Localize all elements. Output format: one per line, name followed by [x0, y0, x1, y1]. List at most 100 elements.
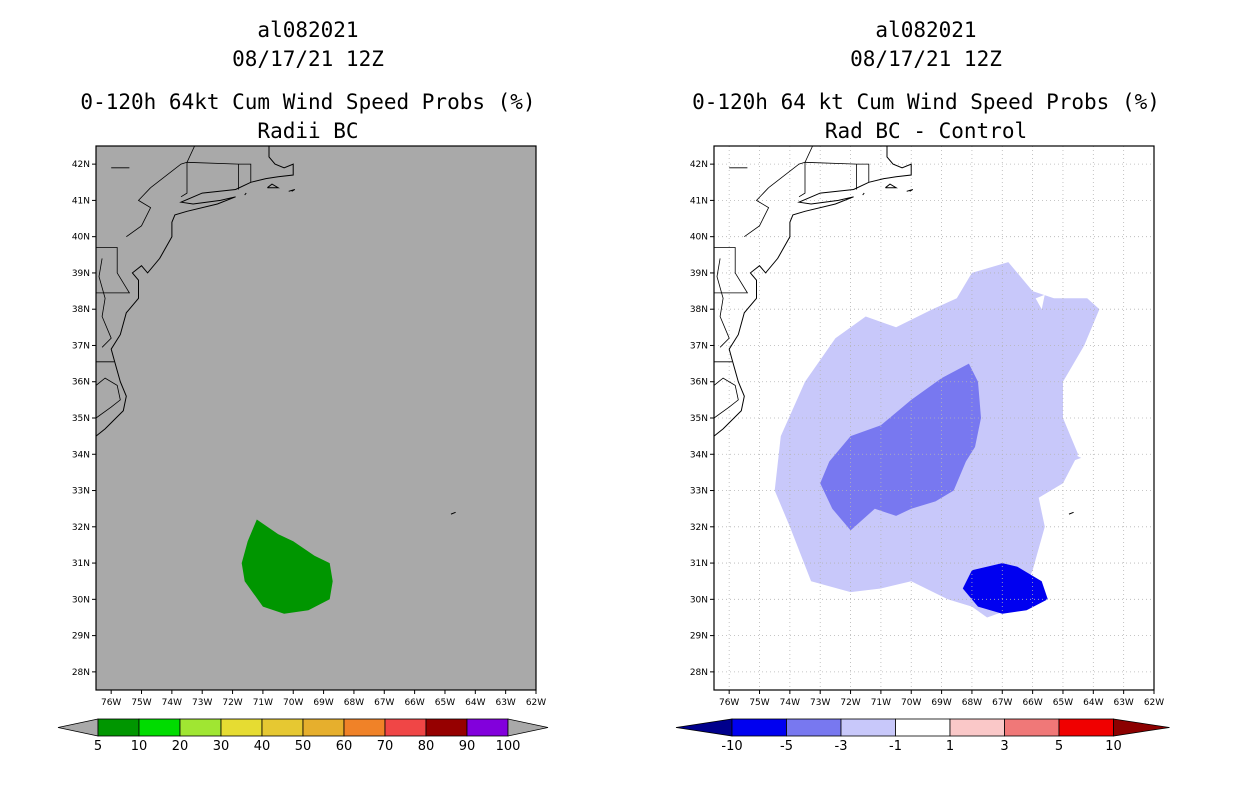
- left-x-tick-label: 72W: [222, 698, 242, 708]
- left-colorbar-swatch: [220, 718, 263, 737]
- right-colorbar-swatch: [1004, 718, 1060, 737]
- left-x-tick-label: 76W: [101, 698, 121, 708]
- left-coastline: [96, 146, 294, 437]
- left-colorbar-swatch: [97, 718, 140, 737]
- left-y-tick-label: 39N: [72, 269, 90, 279]
- right-colorbar-swatch: [786, 718, 842, 737]
- left-colorbar-swatch: [343, 718, 386, 737]
- left-y-tick-label: 37N: [72, 341, 90, 351]
- right-title-line-2: 08/17/21 12Z: [850, 47, 1002, 71]
- right-colorbar-label: -3: [835, 739, 848, 754]
- left-colorbar-label: 40: [254, 739, 271, 754]
- left-x-tick-label: 74W: [162, 698, 182, 708]
- right-colorbar-label: 1: [946, 739, 954, 754]
- right-contour-2: [820, 363, 981, 531]
- left-contour-1: [241, 519, 333, 614]
- right-state-border: [744, 187, 770, 238]
- left-state-border: [180, 146, 195, 198]
- right-state-border: [798, 146, 813, 198]
- right-x-tick-label: 66W: [1022, 698, 1042, 708]
- right-island: [862, 192, 865, 196]
- right-colorbar-swatch: [840, 718, 896, 737]
- right-colorbar-swatch: [1058, 718, 1114, 737]
- right-subtitle-line-1: 0-120h 64 kt Cum Wind Speed Probs (%): [692, 90, 1160, 114]
- right-y-tick-label: 41N: [690, 196, 708, 206]
- right-island: [885, 183, 898, 189]
- left-x-tick-label: 68W: [344, 698, 364, 708]
- right-y-tick-label: 38N: [690, 305, 708, 315]
- right-x-tick-label: 70W: [901, 698, 921, 708]
- right-coastline: [714, 146, 912, 437]
- right-colorbar-swatch: [895, 718, 951, 737]
- left-y-tick-label: 42N: [72, 160, 90, 170]
- left-x-tick-label: 71W: [253, 698, 273, 708]
- left-chesapeake: [98, 258, 112, 348]
- left-y-tick-label: 28N: [72, 668, 90, 678]
- left-colorbar-label: 30: [213, 739, 230, 754]
- left-subtitle-line-1: 0-120h 64kt Cum Wind Speed Probs (%): [80, 90, 536, 114]
- left-colorbar-swatch: [466, 718, 509, 737]
- left-y-tick-label: 30N: [72, 595, 90, 605]
- right-title-line-1: al082021: [875, 18, 977, 42]
- right-y-tick-label: 34N: [690, 450, 708, 460]
- left-y-tick-label: 38N: [72, 305, 90, 315]
- right-x-tick-label: 68W: [962, 698, 982, 708]
- right-colorbar-swatch: [731, 718, 787, 737]
- left-y-tick-label: 33N: [72, 487, 90, 497]
- left-title-line-2: 08/17/21 12Z: [232, 47, 384, 71]
- right-y-tick-label: 36N: [690, 378, 708, 388]
- right-x-tick-label: 65W: [1053, 698, 1073, 708]
- left-state-border: [126, 187, 152, 238]
- right-colorbar-label: -10: [721, 739, 742, 754]
- left-y-tick-label: 41N: [72, 196, 90, 206]
- left-island: [267, 183, 280, 189]
- left-state-border: [238, 163, 252, 183]
- left-colorbar-end-left: [57, 718, 99, 737]
- right-x-tick-label: 64W: [1083, 698, 1103, 708]
- right-y-tick-label: 30N: [690, 595, 708, 605]
- right-y-tick-label: 37N: [690, 341, 708, 351]
- left-colorbar-label: 70: [377, 739, 394, 754]
- left-x-tick-label: 75W: [131, 698, 151, 708]
- right-state-border: [856, 163, 870, 183]
- left-colorbar-label: 90: [459, 739, 476, 754]
- right-y-tick-label: 31N: [690, 559, 708, 569]
- right-contour-blob: [1053, 450, 1082, 464]
- left-colorbar-label: 80: [418, 739, 435, 754]
- right-subtitle: 0-120h 64 kt Cum Wind Speed Probs (%) Ra…: [676, 88, 1176, 146]
- left-colorbar-swatch: [384, 718, 427, 737]
- left-colorbar-swatch: [179, 718, 222, 737]
- left-y-tick-label: 36N: [72, 378, 90, 388]
- right-colorbar-end-right: [1113, 718, 1170, 737]
- right-colorbar-swatch: [949, 718, 1005, 737]
- left-x-tick-label: 70W: [283, 698, 303, 708]
- right-island: [906, 189, 914, 192]
- right-colorbar-end-left: [675, 718, 733, 737]
- left-x-tick-label: 73W: [192, 698, 212, 708]
- left-subtitle: 0-120h 64kt Cum Wind Speed Probs (%) Rad…: [58, 88, 558, 146]
- left-x-tick-label: 67W: [374, 698, 394, 708]
- right-colorbar-label: 5: [1055, 739, 1063, 754]
- right-colorbar-label: -5: [780, 739, 793, 754]
- left-island: [450, 511, 456, 515]
- left-state-border: [96, 247, 131, 294]
- left-x-tick-label: 65W: [435, 698, 455, 708]
- left-colorbar-swatch: [261, 718, 304, 737]
- right-y-tick-label: 28N: [690, 668, 708, 678]
- left-colorbar-label: 60: [336, 739, 353, 754]
- left-colorbar-label: 5: [94, 739, 102, 754]
- left-y-tick-label: 34N: [72, 450, 90, 460]
- left-y-tick-label: 35N: [72, 414, 90, 424]
- left-x-tick-label: 63W: [495, 698, 515, 708]
- left-y-tick-label: 29N: [72, 632, 90, 642]
- left-y-tick-label: 32N: [72, 523, 90, 533]
- right-x-tick-label: 75W: [749, 698, 769, 708]
- left-colorbar-end-right: [507, 718, 549, 737]
- right-x-tick-label: 74W: [780, 698, 800, 708]
- left-x-tick-label: 69W: [313, 698, 333, 708]
- right-state-border: [714, 247, 749, 294]
- left-pamlico: [96, 377, 121, 419]
- right-y-tick-label: 33N: [690, 487, 708, 497]
- left-map-group: [96, 146, 536, 690]
